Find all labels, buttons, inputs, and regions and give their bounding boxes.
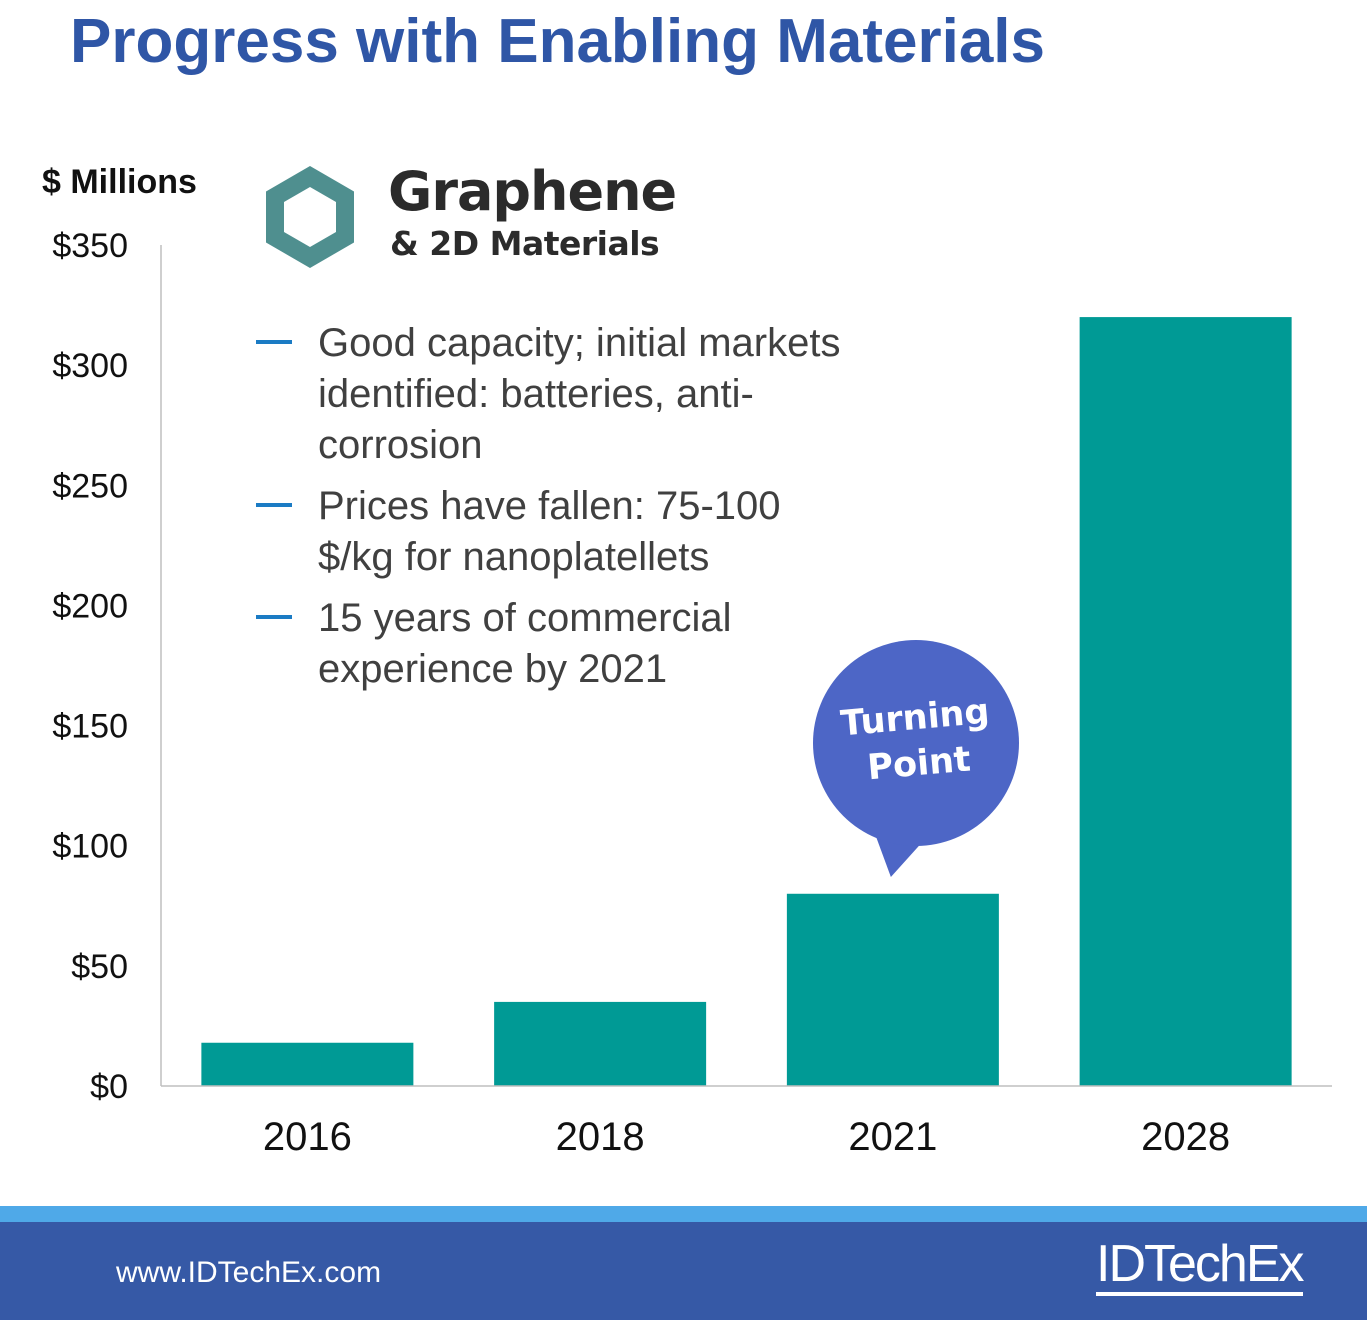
idtechex-logo: IDTechEx (1096, 1238, 1305, 1296)
x-tick-label: 2018 (556, 1115, 645, 1159)
y-axis-ticks: $0 $50 $100 $150 $200 $250 $300 $350 (52, 227, 128, 1106)
page-title: Progress with Enabling Materials (70, 7, 1046, 76)
dash-icon (256, 340, 292, 344)
dash-icon (256, 615, 292, 619)
y-tick-label: $100 (52, 828, 128, 866)
bullet-item: Good capacity; initial markets identifie… (256, 318, 856, 471)
bullet-item: Prices have fallen: 75-100 $/kg for nano… (256, 481, 856, 583)
bar-chart: $0$50$100$150$200$250$300$350 2016 2018 20… (52, 227, 1332, 1159)
bars (201, 317, 1292, 1087)
y-tick-label: $200 (52, 587, 128, 625)
callout-text: Turning Point (818, 687, 1015, 795)
bar-2016 (201, 1042, 414, 1086)
bullet-text: 15 years of commercial experience by 202… (318, 596, 732, 691)
y-tick-label: $250 (52, 467, 128, 505)
callout-bubble (813, 640, 1019, 846)
x-tick-label: 2028 (1141, 1115, 1230, 1159)
bullet-item: 15 years of commercial experience by 202… (256, 593, 856, 695)
y-axis-unit-label: $ Millions (42, 163, 197, 201)
footer-stripe (0, 1206, 1367, 1222)
hexagon-icon (266, 166, 354, 268)
bullet-text: Good capacity; initial markets identifie… (318, 321, 841, 467)
footer: www.IDTechEx.com IDTechEx (0, 1222, 1367, 1320)
turning-point-callout (813, 640, 1019, 877)
x-tick-label: 2021 (848, 1115, 937, 1159)
x-axis-ticks: 2016 2018 2021 2028 (263, 1115, 1230, 1159)
y-tick-label: $300 (52, 347, 128, 385)
bar-2021 (786, 893, 999, 1086)
bar-2028 (1079, 317, 1292, 1087)
bullet-list: Good capacity; initial markets identifie… (256, 318, 856, 705)
bullet-text: Prices have fallen: 75-100 $/kg for nano… (318, 484, 781, 579)
graphene-logo-title: Graphene (388, 160, 677, 223)
dash-icon (256, 503, 292, 507)
bar-2018 (494, 1001, 707, 1086)
y-tick-label: $350 (52, 227, 128, 265)
y-tick-label: $0 (90, 1068, 128, 1106)
y-tick-label: $50 (71, 948, 128, 986)
footer-url-link[interactable]: www.IDTechEx.com (116, 1256, 382, 1289)
graphene-logo-subtitle: & 2D Materials (390, 224, 660, 263)
x-tick-label: 2016 (263, 1115, 352, 1159)
y-tick-label: $150 (52, 708, 128, 746)
